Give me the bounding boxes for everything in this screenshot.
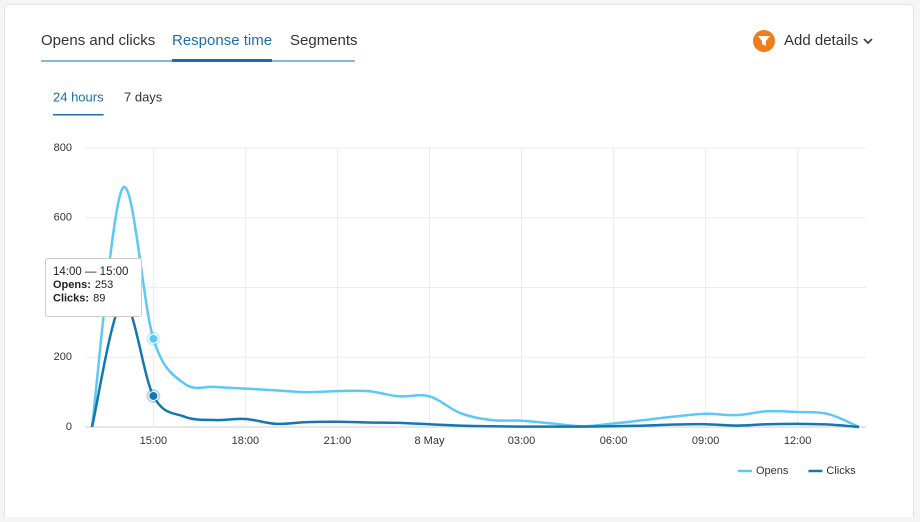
tab[interactable]: Segments bbox=[290, 32, 358, 49]
x-tick-label: 15:00 bbox=[140, 435, 168, 447]
y-tick-label: 200 bbox=[54, 351, 72, 363]
tooltip-value: 89 bbox=[93, 292, 105, 304]
tooltip-box bbox=[45, 258, 142, 317]
add-details[interactable]: Add details bbox=[784, 32, 858, 49]
tab[interactable]: Opens and clicks bbox=[41, 32, 155, 49]
x-tick-label: 12:00 bbox=[784, 435, 812, 447]
tooltip-label: Clicks: bbox=[53, 292, 89, 304]
y-tick-label: 800 bbox=[54, 142, 72, 154]
hover-point bbox=[148, 333, 159, 344]
range-active-bar bbox=[53, 114, 104, 116]
x-tick-label: 03:00 bbox=[508, 435, 536, 447]
x-tick-label: 8 May bbox=[414, 435, 444, 447]
y-tick-label: 600 bbox=[54, 212, 72, 224]
tooltip-title: 14:00 — 15:00 bbox=[53, 266, 128, 278]
chevron[interactable] bbox=[863, 38, 873, 45]
series-line bbox=[90, 300, 860, 429]
card bbox=[4, 4, 914, 522]
tab[interactable]: Response time bbox=[172, 32, 272, 49]
x-tick-label: 06:00 bbox=[600, 435, 628, 447]
legend-label: Opens bbox=[756, 465, 789, 477]
x-tick-label: 09:00 bbox=[692, 435, 720, 447]
legend-label: Clicks bbox=[826, 465, 856, 477]
tooltip-value: 253 bbox=[95, 279, 113, 291]
tab-active-bar bbox=[172, 59, 273, 62]
x-tick-label: 18:00 bbox=[232, 435, 260, 447]
x-tick-label: 21:00 bbox=[324, 435, 352, 447]
filter-glyph bbox=[758, 36, 770, 46]
hover-point bbox=[148, 390, 159, 401]
range-tab[interactable]: 7 days bbox=[124, 89, 163, 104]
tooltip-label: Opens: bbox=[53, 279, 91, 291]
y-tick-label: 0 bbox=[66, 421, 72, 433]
series-line bbox=[90, 185, 860, 429]
range-tab[interactable]: 24 hours bbox=[53, 89, 104, 104]
